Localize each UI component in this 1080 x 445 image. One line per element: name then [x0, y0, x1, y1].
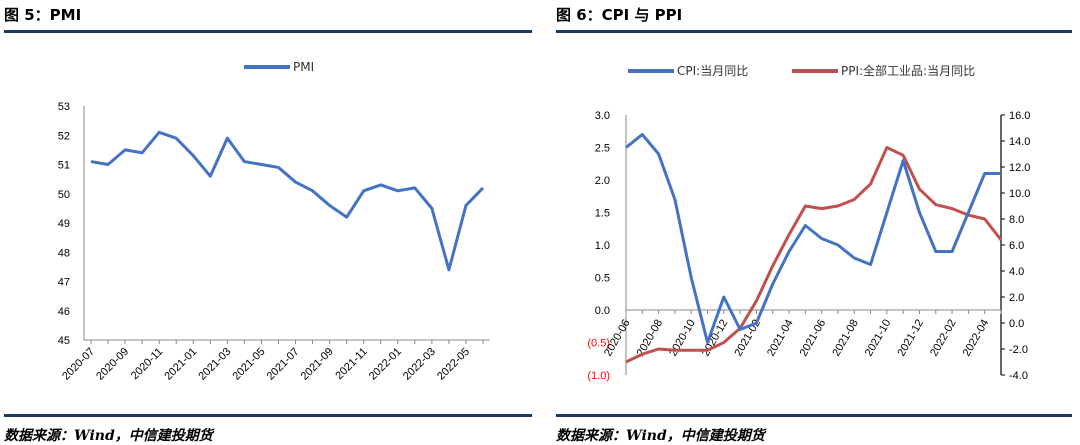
left-y-tick-label: (0.5)	[587, 338, 610, 350]
left-y-tick-label: 1.0	[595, 240, 610, 252]
legend-label-pmi: PMI	[293, 60, 314, 74]
x-tick-label: 2021-08	[830, 318, 861, 359]
right-y-tick-label: 12.0	[1009, 162, 1030, 174]
figure-source: 数据来源：Wind，中信建投期货	[4, 428, 213, 444]
left-y-tick-label: 1.5	[595, 208, 610, 220]
figure-title: 图 6：CPI 与 PPI	[556, 6, 683, 24]
y-tick-label: 49	[58, 218, 70, 230]
y-tick-label: 47	[58, 277, 70, 289]
y-tick-label: 48	[58, 247, 70, 259]
figure-title: 图 5：PMI	[4, 6, 82, 24]
right-y-tick-label: 6.0	[1009, 240, 1024, 252]
left-y-tick-label: 2.0	[595, 175, 610, 187]
ppi-series-line	[625, 146, 1003, 364]
cpi-ppi-chart: 3.0 2.5 2.0 1.5 1.0 0.5 0.0 (0.5) (1.0) 16.0 14.0 1…	[587, 63, 1030, 382]
y-tick-label: 52	[58, 130, 70, 142]
right-y-tick-label: -2.0	[1009, 344, 1028, 356]
right-y-tick-label: 10.0	[1009, 188, 1030, 200]
right-y-tick-label: 2.0	[1009, 292, 1024, 304]
y-tick-label: 51	[58, 160, 70, 172]
x-tick-label: 2022-02	[928, 318, 959, 359]
x-tick-label: 2022-04	[961, 318, 992, 359]
x-tick-label: 2021-07	[265, 346, 302, 383]
x-tick-label: 2022-05	[435, 346, 472, 383]
x-tick-label: 2022-01	[367, 346, 404, 383]
left-y-tick-label: 0.5	[595, 273, 610, 285]
source-rule	[4, 414, 532, 417]
right-y-tick-label: 14.0	[1009, 136, 1030, 148]
x-tick-label: 2021-12	[895, 318, 926, 359]
right-y-tick-label: 4.0	[1009, 266, 1024, 278]
x-tick-label: 2021-10	[863, 318, 894, 359]
x-tick-label: 2021-05	[231, 346, 268, 383]
cpi-ppi-figure-panel: 图 6：CPI 与 PPI 3.0 2.5 2.0 1.5 1.0 0.5 0.0 (0.5)…	[552, 0, 1080, 445]
right-y-tick-label: 8.0	[1009, 214, 1024, 226]
legend-label-ppi: PPI:全部工业品:当月同比	[841, 63, 975, 78]
y-tick-label: 46	[58, 306, 70, 318]
right-y-tick-label: -4.0	[1009, 370, 1028, 382]
right-y-tick-label: 0.0	[1009, 318, 1024, 330]
left-y-tick-label: 2.5	[595, 143, 610, 155]
left-y-tick-label: 3.0	[595, 110, 610, 122]
x-tick-label: 2020-07	[60, 346, 97, 383]
pmi-chart: 4546474849505152532020-072020-092020-112…	[58, 60, 490, 383]
x-tick-label: 2020-09	[94, 346, 131, 383]
left-y-tick-label: 0.0	[595, 305, 610, 317]
x-tick-label: 2021-11	[333, 346, 369, 382]
x-tick-label: 2020-10	[667, 318, 698, 359]
title-rule	[4, 30, 532, 33]
x-tick-label: 2021-06	[798, 318, 829, 359]
right-y-tick-label: 16.0	[1009, 110, 1030, 122]
left-y-tick-label: (1.0)	[587, 370, 610, 382]
x-tick-label: 2021-03	[196, 346, 233, 383]
x-tick-label: 2022-03	[401, 346, 438, 383]
pmi-series-line	[90, 130, 485, 272]
cpi-series-line	[625, 133, 1001, 344]
x-tick-label: 2021-01	[162, 346, 199, 383]
y-tick-label: 45	[58, 335, 70, 347]
y-tick-label: 53	[58, 101, 70, 113]
x-tick-label: 2021-09	[299, 346, 336, 383]
legend-label-cpi: CPI:当月同比	[677, 64, 748, 78]
y-tick-label: 50	[58, 189, 70, 201]
source-rule	[556, 414, 1072, 417]
x-tick-label: 2020-11	[129, 346, 165, 382]
x-tick-label: 2021-04	[765, 318, 796, 359]
figure-source: 数据来源：Wind，中信建投期货	[556, 428, 765, 444]
pmi-figure-panel: 图 5：PMI 45 46 47 48 49 50 51 52 53 2020-07 2020-09…	[4, 6, 532, 444]
title-rule	[556, 30, 1072, 33]
